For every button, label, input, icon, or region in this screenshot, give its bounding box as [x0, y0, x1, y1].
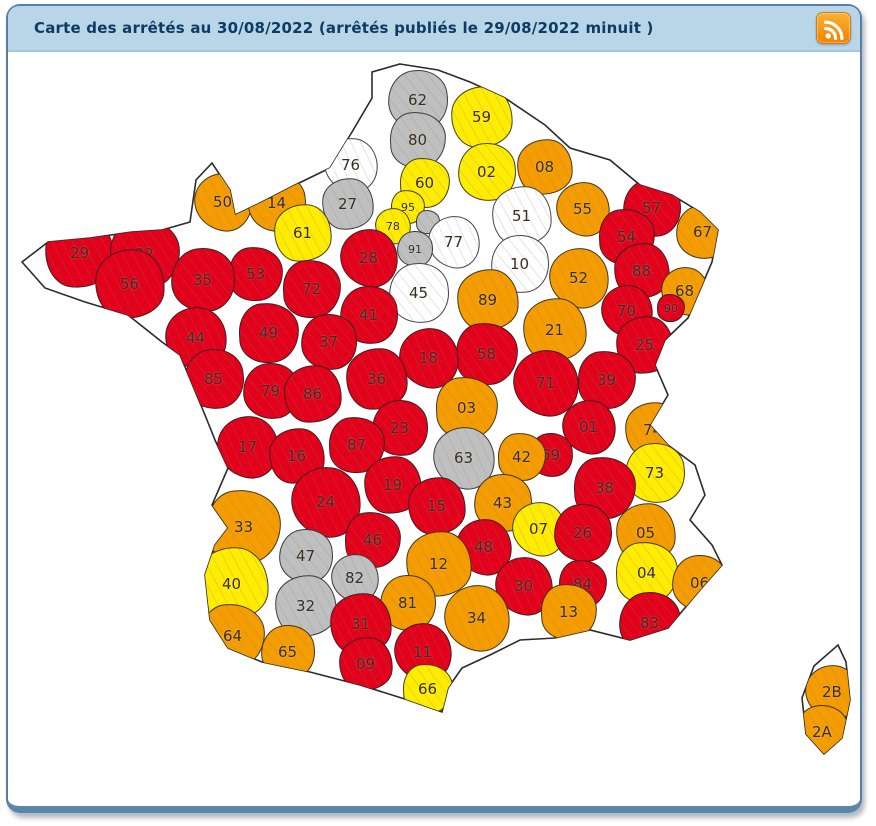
department-number: 53 — [246, 265, 266, 283]
department-number: 88 — [632, 262, 652, 280]
department-region[interactable]: 72 — [282, 259, 343, 320]
department-region[interactable]: 90 — [656, 293, 685, 322]
department-number: 43 — [493, 494, 513, 512]
department-number: 63 — [454, 449, 474, 467]
department-number: 55 — [573, 200, 593, 218]
department-number: 29 — [70, 244, 90, 262]
department-number: 2B — [822, 683, 842, 701]
department-number: 05 — [636, 524, 656, 542]
department-number: 50 — [213, 193, 233, 211]
department-number: 18 — [419, 349, 439, 367]
department-number: 58 — [477, 345, 497, 363]
department-number: 83 — [640, 614, 660, 632]
department-number: 72 — [302, 280, 322, 298]
department-number: 39 — [597, 371, 617, 389]
department-number: 10 — [510, 255, 530, 273]
department-number: 07 — [529, 520, 549, 538]
department-number: 54 — [617, 228, 637, 246]
widget-title: Carte des arrêtés au 30/08/2022 (arrêtés… — [34, 19, 654, 37]
rss-button[interactable] — [816, 12, 851, 44]
department-number: 78 — [386, 219, 400, 233]
department-number: 13 — [559, 603, 579, 621]
department-number: 45 — [409, 284, 429, 302]
department-number: 86 — [303, 385, 323, 403]
department-number: 33 — [234, 518, 254, 536]
department-number: 79 — [261, 382, 281, 400]
department-number: 71 — [536, 374, 556, 392]
rss-icon — [817, 18, 850, 42]
department-number: 38 — [595, 479, 615, 497]
department-number: 08 — [535, 158, 555, 176]
department-number: 41 — [359, 306, 379, 324]
department-number: 76 — [341, 156, 361, 174]
department-number: 90 — [664, 301, 678, 315]
department-number: 11 — [413, 643, 433, 661]
department-number: 16 — [287, 447, 307, 465]
department-number: 35 — [193, 271, 213, 289]
department-number: 24 — [316, 493, 336, 511]
department-number: 66 — [418, 680, 438, 698]
department-number: 2A — [812, 723, 832, 741]
department-number: 44 — [186, 329, 206, 347]
department-number: 30 — [514, 577, 534, 595]
department-number: 31 — [351, 615, 371, 633]
department-number: 37 — [319, 333, 339, 351]
department-number: 03 — [457, 399, 477, 417]
department-number: 67 — [693, 223, 713, 241]
department-number: 61 — [293, 224, 313, 242]
department-number: 52 — [569, 269, 589, 287]
department-number: 02 — [477, 163, 497, 181]
department-number: 15 — [427, 497, 447, 515]
department-number: 09 — [356, 655, 376, 673]
department-number: 17 — [238, 438, 258, 456]
department-number: 51 — [512, 207, 532, 225]
department-number: 21 — [545, 321, 565, 339]
department-number: 64 — [223, 627, 243, 645]
department-number: 57 — [642, 199, 662, 217]
department-number: 77 — [444, 233, 464, 251]
department-number: 87 — [347, 436, 367, 454]
department-number: 40 — [222, 575, 242, 593]
department-number: 01 — [579, 418, 599, 436]
department-number: 82 — [345, 569, 365, 587]
department-number: 19 — [383, 476, 403, 494]
department-number: 34 — [467, 609, 487, 627]
department-number: 48 — [474, 538, 494, 556]
department-number: 62 — [408, 91, 428, 109]
department-number: 27 — [338, 195, 358, 213]
department-number: 46 — [363, 531, 383, 549]
department-number: 65 — [278, 643, 298, 661]
department-number: 49 — [259, 324, 279, 342]
department-number: 12 — [429, 555, 449, 573]
department-number: 26 — [573, 524, 593, 542]
department-number: 89 — [478, 291, 498, 309]
department-number: 60 — [415, 174, 435, 192]
department-number: 91 — [408, 242, 422, 256]
department-number: 73 — [645, 464, 665, 482]
department-number: 04 — [637, 564, 657, 582]
department-region[interactable]: 53 — [228, 246, 285, 303]
department-number: 32 — [296, 597, 316, 615]
department-number: 23 — [390, 419, 410, 437]
widget-header: Carte des arrêtés au 30/08/2022 (arrêtés… — [8, 6, 860, 52]
department-number: 25 — [635, 336, 655, 354]
department-number: 28 — [359, 249, 379, 267]
department-number: 85 — [204, 370, 224, 388]
department-number: 56 — [120, 275, 140, 293]
department-number: 81 — [398, 594, 418, 612]
department-number: 80 — [408, 131, 428, 149]
department-number: 42 — [512, 448, 532, 466]
department-number: 47 — [296, 547, 316, 565]
department-number: 59 — [472, 108, 492, 126]
department-number: 36 — [367, 370, 387, 388]
